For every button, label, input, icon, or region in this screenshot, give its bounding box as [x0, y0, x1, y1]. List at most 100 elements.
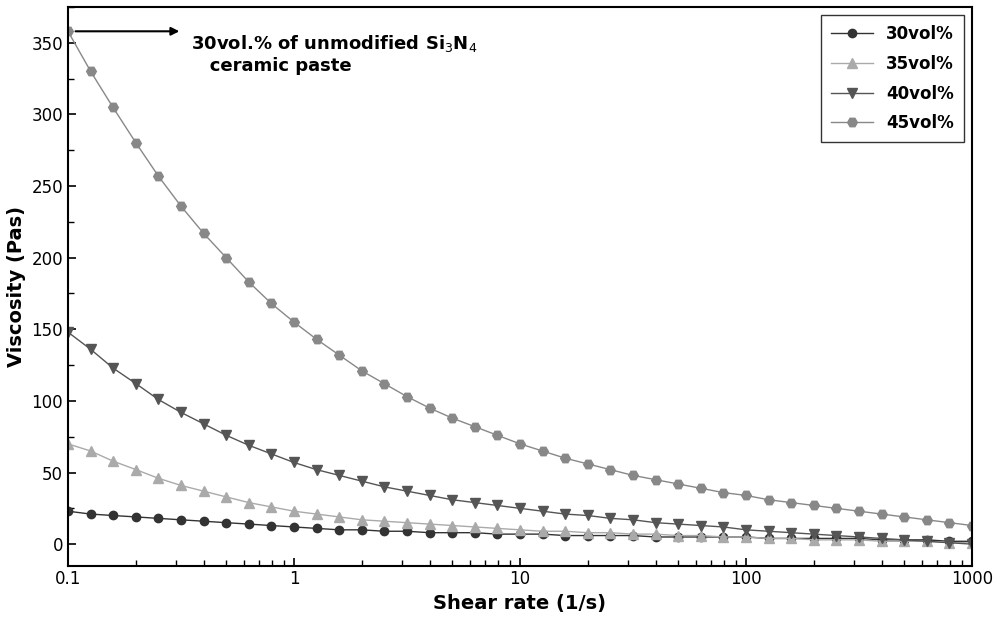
- 40vol%: [537, 508, 549, 515]
- 30vol%: [921, 536, 933, 544]
- 45vol%: [220, 254, 232, 262]
- 35vol%: [627, 530, 639, 538]
- 40vol%: [695, 522, 707, 529]
- 45vol%: [876, 510, 888, 518]
- 45vol%: [695, 485, 707, 492]
- 30vol%: [401, 528, 413, 535]
- 30vol%: [695, 533, 707, 541]
- 40vol%: [582, 512, 594, 519]
- 30vol%: [62, 508, 74, 515]
- 35vol%: [582, 529, 594, 536]
- 45vol%: [650, 476, 662, 484]
- 30vol%: [717, 533, 729, 541]
- 35vol%: [491, 525, 503, 532]
- 35vol%: [378, 518, 390, 525]
- 45vol%: [446, 414, 458, 422]
- 35vol%: [559, 528, 571, 535]
- Y-axis label: Viscosity (Pas): Viscosity (Pas): [7, 206, 26, 367]
- 45vol%: [898, 513, 910, 521]
- 40vol%: [130, 380, 142, 388]
- 30vol%: [198, 518, 210, 525]
- 35vol%: [62, 440, 74, 448]
- 45vol%: [107, 104, 119, 111]
- 45vol%: [424, 404, 436, 412]
- 30vol%: [876, 536, 888, 544]
- 40vol%: [198, 420, 210, 428]
- 40vol%: [424, 492, 436, 499]
- 40vol%: [401, 487, 413, 495]
- 35vol%: [311, 510, 323, 518]
- 45vol%: [627, 472, 639, 479]
- 40vol%: [220, 432, 232, 439]
- 30vol%: [853, 534, 865, 542]
- 40vol%: [311, 466, 323, 474]
- 30vol%: [740, 533, 752, 541]
- 30vol%: [672, 533, 684, 541]
- 35vol%: [198, 487, 210, 495]
- 30vol%: [650, 533, 662, 541]
- 30vol%: [288, 523, 300, 531]
- 45vol%: [604, 466, 616, 474]
- 35vol%: [830, 536, 842, 544]
- 35vol%: [514, 526, 526, 534]
- 35vol%: [446, 522, 458, 529]
- 35vol%: [152, 474, 164, 482]
- 40vol%: [62, 329, 74, 336]
- 30vol%: [898, 536, 910, 544]
- Line: 45vol%: 45vol%: [63, 27, 977, 530]
- 30vol%: [808, 534, 820, 542]
- 40vol%: [175, 409, 187, 416]
- 45vol%: [378, 380, 390, 388]
- 45vol%: [333, 352, 345, 359]
- 45vol%: [288, 319, 300, 326]
- 45vol%: [514, 440, 526, 448]
- 30vol%: [469, 529, 481, 536]
- 35vol%: [695, 532, 707, 539]
- 40vol%: [288, 459, 300, 466]
- 30vol%: [763, 534, 775, 542]
- 35vol%: [808, 536, 820, 544]
- 40vol%: [491, 502, 503, 509]
- 35vol%: [921, 538, 933, 545]
- 35vol%: [85, 447, 97, 454]
- 45vol%: [921, 516, 933, 523]
- 30vol%: [582, 532, 594, 539]
- 45vol%: [198, 229, 210, 237]
- 35vol%: [853, 536, 865, 544]
- 35vol%: [717, 533, 729, 541]
- Text: 30vol.% of unmodified Si$_3$N$_4$
   ceramic paste: 30vol.% of unmodified Si$_3$N$_4$ cerami…: [191, 33, 477, 74]
- 40vol%: [717, 523, 729, 531]
- 40vol%: [830, 532, 842, 539]
- 45vol%: [830, 505, 842, 512]
- 40vol%: [378, 483, 390, 490]
- 30vol%: [966, 538, 978, 545]
- 35vol%: [175, 482, 187, 489]
- X-axis label: Shear rate (1/s): Shear rate (1/s): [433, 594, 606, 613]
- 40vol%: [627, 516, 639, 523]
- 30vol%: [152, 515, 164, 522]
- 45vol%: [175, 202, 187, 210]
- 40vol%: [604, 515, 616, 522]
- 40vol%: [446, 496, 458, 503]
- 40vol%: [876, 534, 888, 542]
- 35vol%: [107, 458, 119, 465]
- 35vol%: [672, 532, 684, 539]
- 35vol%: [740, 533, 752, 541]
- 40vol%: [85, 345, 97, 353]
- 45vol%: [537, 447, 549, 454]
- 45vol%: [311, 335, 323, 343]
- 35vol%: [763, 534, 775, 542]
- 45vol%: [469, 423, 481, 430]
- 40vol%: [740, 526, 752, 534]
- 35vol%: [356, 516, 368, 523]
- 45vol%: [152, 172, 164, 180]
- 30vol%: [243, 520, 255, 528]
- 35vol%: [243, 499, 255, 507]
- 45vol%: [808, 502, 820, 509]
- 40vol%: [152, 396, 164, 403]
- 40vol%: [559, 510, 571, 518]
- 30vol%: [424, 529, 436, 536]
- 30vol%: [378, 528, 390, 535]
- 40vol%: [107, 364, 119, 371]
- 40vol%: [853, 533, 865, 541]
